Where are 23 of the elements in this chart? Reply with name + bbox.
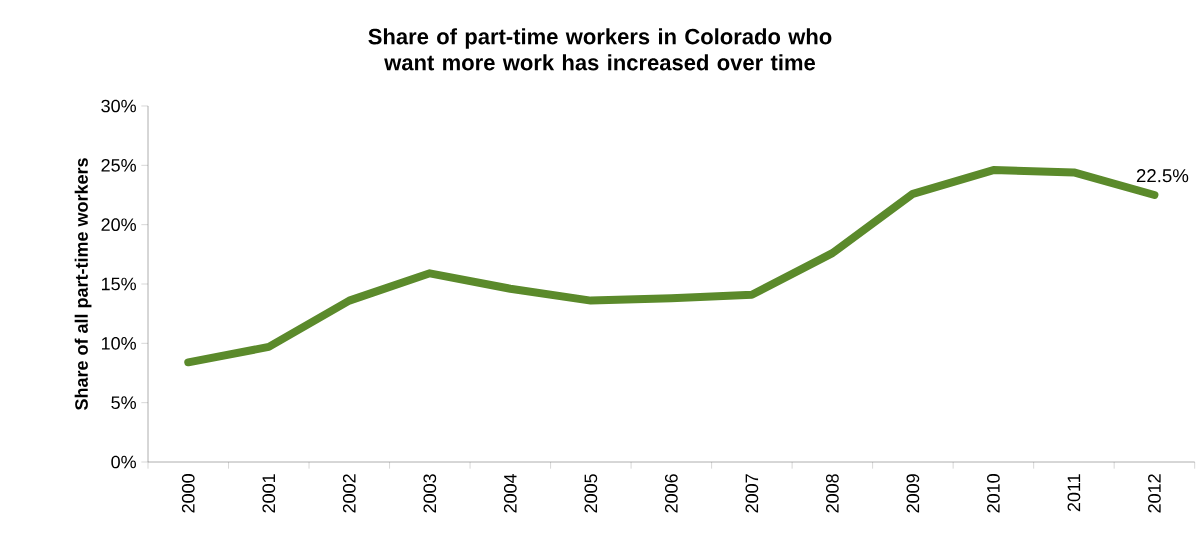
x-tick-label: 2006 <box>664 474 678 513</box>
y-tick-label: 10% <box>101 336 136 350</box>
x-tick-label: 2004 <box>503 473 517 513</box>
x-tick-label: 2009 <box>906 474 920 513</box>
x-tick-label: 2010 <box>987 474 1000 513</box>
y-tick-label: 5% <box>111 396 136 409</box>
annotation: 22.5% <box>1136 169 1189 183</box>
x-tick-label: 2007 <box>745 474 759 513</box>
x-tick-label: 2011 <box>1067 474 1081 512</box>
x-tick-label: 2002 <box>342 474 356 513</box>
y-tick-label: 15% <box>101 277 136 291</box>
x-tick-label: 2008 <box>826 474 839 513</box>
x-tick-label: 2012 <box>1148 474 1161 513</box>
y-tick-label: 25% <box>101 158 136 172</box>
y-tick-label: 20% <box>101 218 136 232</box>
x-tick-label: 2005 <box>584 474 598 513</box>
x-tick-label: 2003 <box>423 474 437 513</box>
y-tick-label: 0% <box>111 455 136 469</box>
chart-title: Share of part-time workers in Colorado who want more work has increased over time <box>368 28 832 71</box>
x-tick-label: 2001 <box>262 474 276 513</box>
x-tick-label: 2000 <box>181 474 195 513</box>
y-axis-title: Share of all part-time workers <box>74 158 92 411</box>
y-tick-label: 30% <box>101 99 136 113</box>
